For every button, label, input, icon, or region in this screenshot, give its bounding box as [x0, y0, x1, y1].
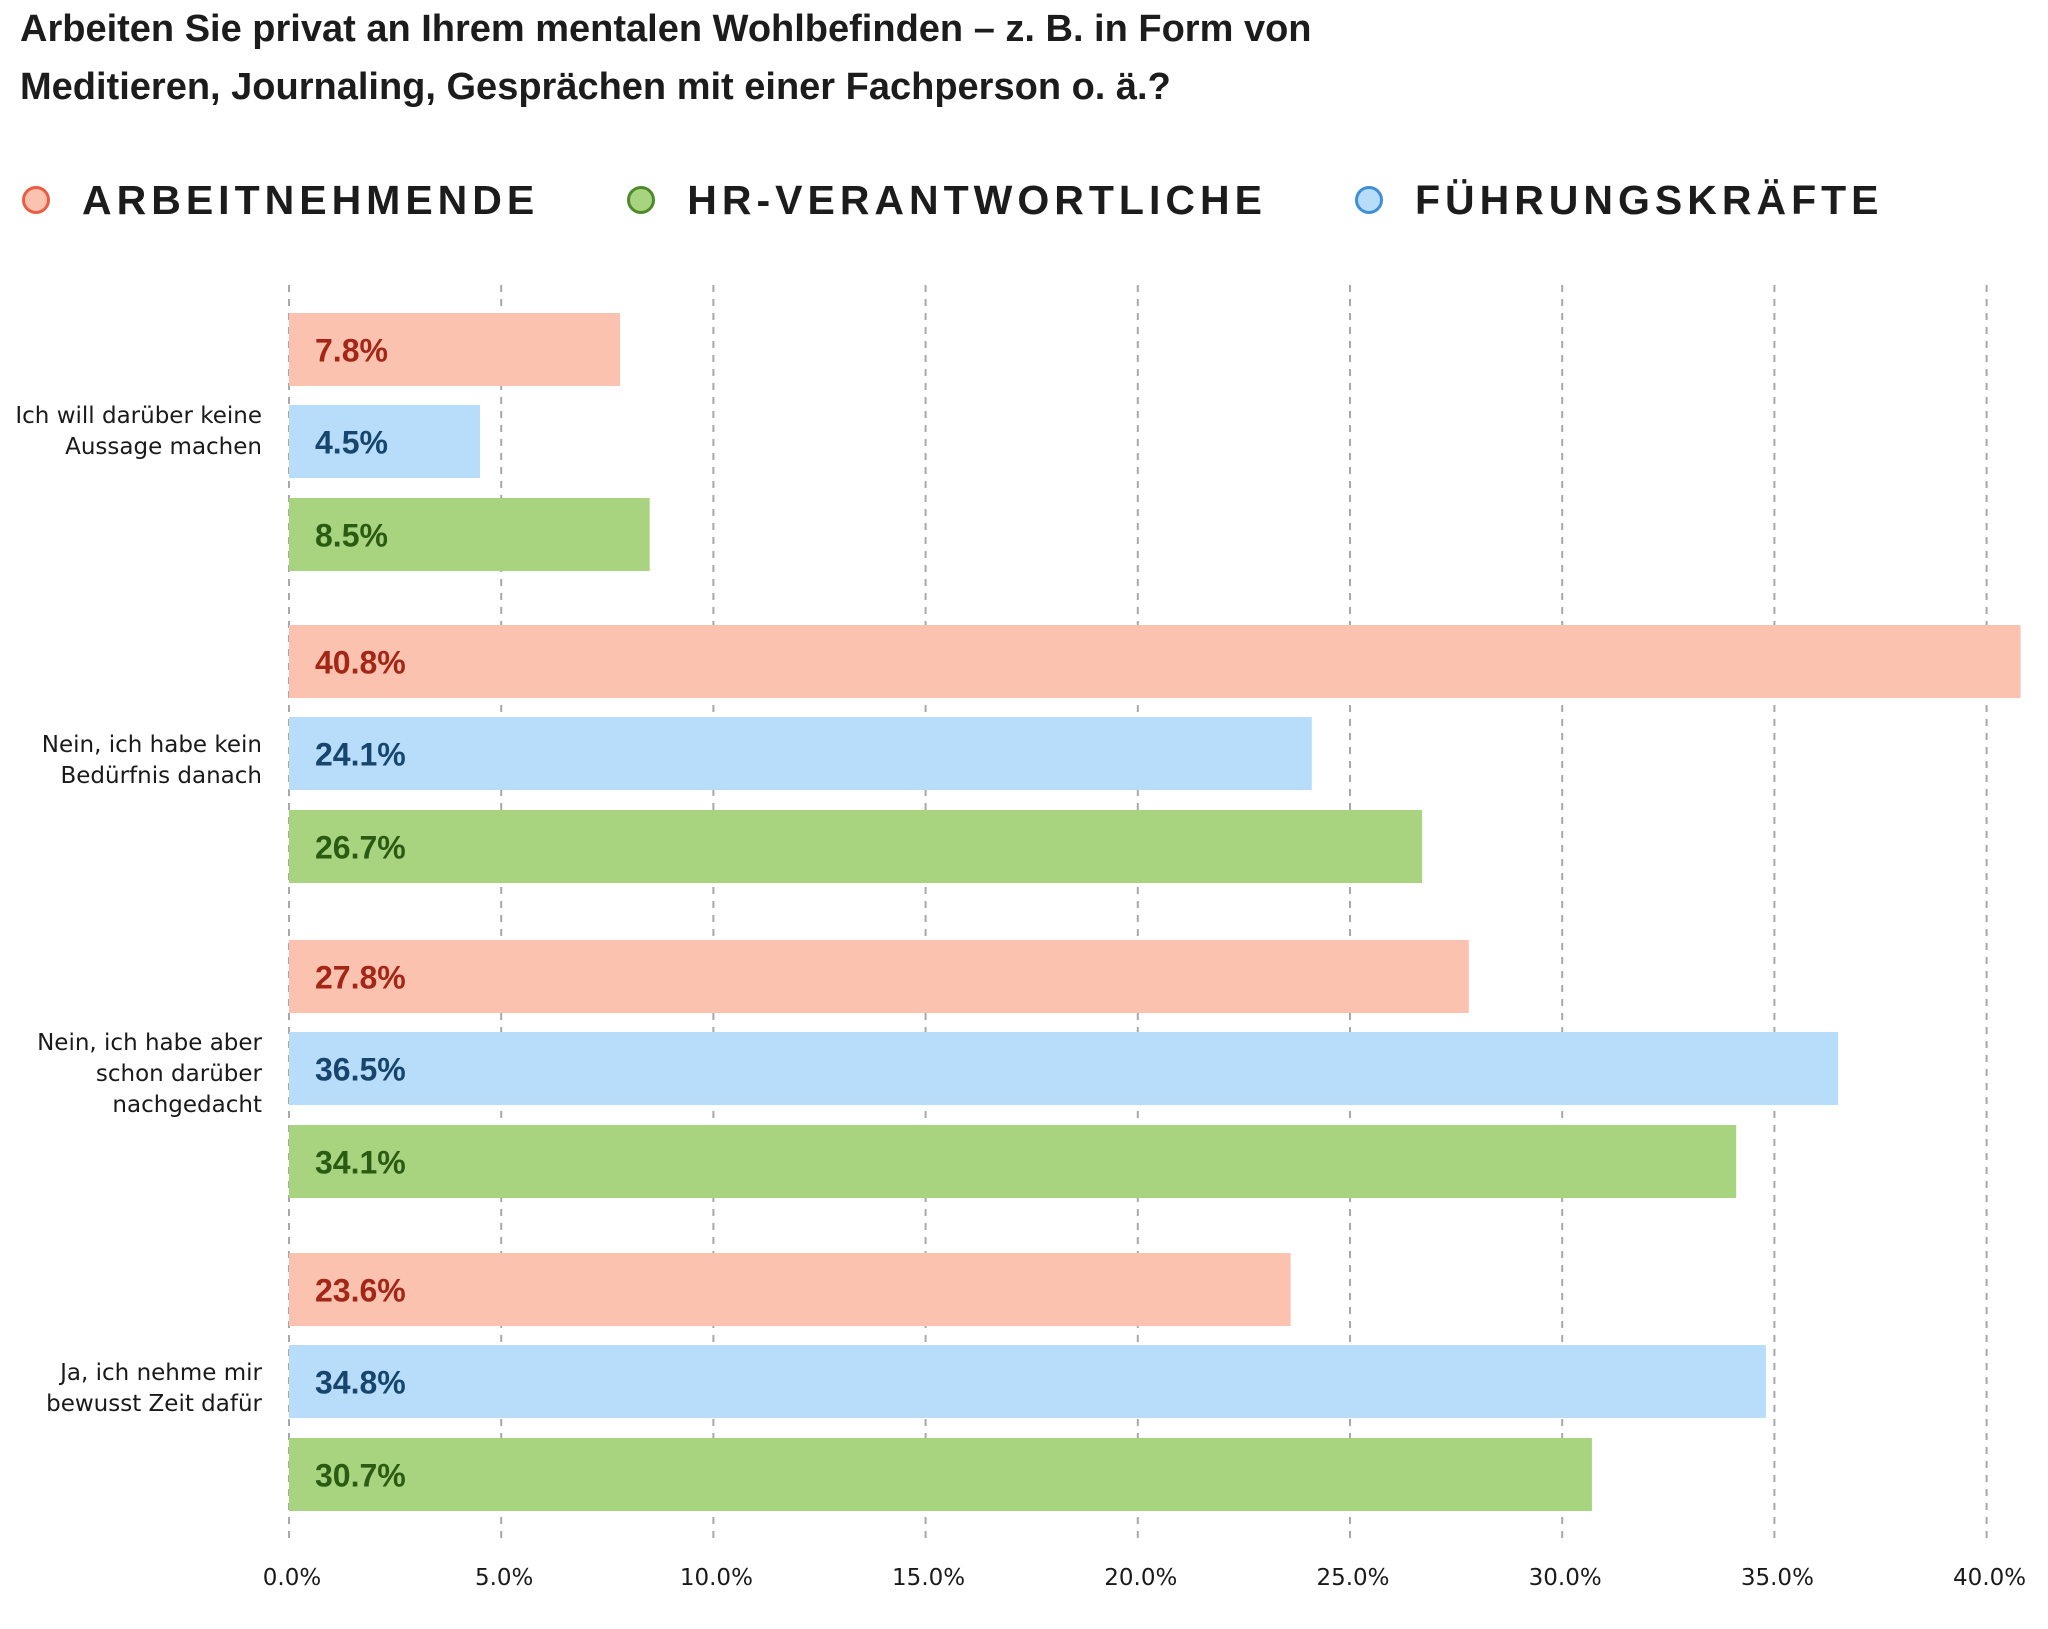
bar-fuehrungskraefte-keine-aussage — [289, 405, 480, 478]
legend-label-fuehrungskraefte: FÜHRUNGSKRÄFTE — [1414, 176, 1884, 223]
bar-fuehrungskraefte-nachgedacht — [289, 1032, 1839, 1105]
data-label-hr-verantwortliche-nachgedacht: 34.1% — [315, 1145, 406, 1181]
data-label-fuehrungskraefte-kein-beduerfnis: 24.1% — [315, 737, 406, 773]
data-label-arbeitnehmende-bewusst-zeit: 23.6% — [315, 1273, 406, 1309]
bar-fuehrungskraefte-kein-beduerfnis — [289, 717, 1312, 790]
legend-marker-fuehrungskraefte — [1354, 186, 1383, 214]
data-label-fuehrungskraefte-bewusst-zeit: 34.8% — [315, 1365, 406, 1401]
category-label-nachgedacht: Nein, ich habe aber schon darüber nachge… — [37, 1030, 262, 1118]
data-label-fuehrungskraefte-nachgedacht: 36.5% — [315, 1052, 406, 1088]
x-tick-label: 25.0% — [1316, 1565, 1389, 1591]
category-label-bewusst-zeit: Ja, ich nehme mir bewusst Zeit dafür — [46, 1360, 262, 1417]
data-label-arbeitnehmende-kein-beduerfnis: 40.8% — [315, 645, 406, 681]
x-tick-label: 0.0% — [263, 1565, 321, 1591]
legend-label-arbeitnehmende: ARBEITNEHMENDE — [82, 176, 540, 223]
x-tick-label: 5.0% — [475, 1565, 533, 1591]
x-tick-label: 30.0% — [1529, 1565, 1602, 1591]
x-tick-label: 35.0% — [1741, 1565, 1814, 1591]
legend-label-hr-verantwortliche: HR-VERANTWORTLICHE — [687, 176, 1267, 223]
legend: ARBEITNEHMENDE HR-VERANTWORTLICHE FÜHRUN… — [22, 170, 1972, 230]
bar-hr-verantwortliche-bewusst-zeit — [289, 1438, 1592, 1511]
x-tick-label: 20.0% — [1104, 1565, 1177, 1591]
data-label-hr-verantwortliche-kein-beduerfnis: 26.7% — [315, 830, 406, 866]
bar-arbeitnehmende-keine-aussage — [289, 313, 620, 386]
legend-marker-hr-verantwortliche — [627, 186, 656, 214]
data-label-hr-verantwortliche-keine-aussage: 8.5% — [315, 518, 388, 554]
bar-arbeitnehmende-nachgedacht — [289, 940, 1469, 1013]
data-label-fuehrungskraefte-keine-aussage: 4.5% — [315, 425, 388, 461]
legend-item-fuehrungskraefte: FÜHRUNGSKRÄFTE — [1354, 176, 1884, 224]
bar-arbeitnehmende-bewusst-zeit — [289, 1253, 1291, 1326]
legend-item-hr-verantwortliche: HR-VERANTWORTLICHE — [627, 177, 1267, 224]
data-label-arbeitnehmende-keine-aussage: 7.8% — [315, 333, 388, 369]
x-tick-label: 10.0% — [680, 1565, 753, 1591]
data-label-hr-verantwortliche-bewusst-zeit: 30.7% — [315, 1458, 406, 1494]
legend-item-arbeitnehmende: ARBEITNEHMENDE — [22, 177, 539, 224]
legend-marker-arbeitnehmende — [22, 186, 50, 214]
category-label-keine-aussage: Ich will darüber keine Aussage machen — [15, 403, 262, 460]
chart-title: Arbeiten Sie privat an Ihrem mentalen Wo… — [20, 8, 1312, 108]
bar-hr-verantwortliche-kein-beduerfnis — [289, 810, 1423, 883]
data-label-arbeitnehmende-nachgedacht: 27.8% — [315, 960, 406, 996]
bar-fuehrungskraefte-bewusst-zeit — [289, 1345, 1766, 1418]
x-tick-label: 40.0% — [1953, 1565, 2026, 1591]
bar-hr-verantwortliche-keine-aussage — [289, 498, 650, 571]
bar-hr-verantwortliche-nachgedacht — [289, 1125, 1737, 1198]
x-tick-label: 15.0% — [892, 1565, 965, 1591]
category-label-kein-beduerfnis: Nein, ich habe kein Bedürfnis danach — [41, 732, 262, 789]
bar-arbeitnehmende-kein-beduerfnis — [289, 625, 2021, 698]
